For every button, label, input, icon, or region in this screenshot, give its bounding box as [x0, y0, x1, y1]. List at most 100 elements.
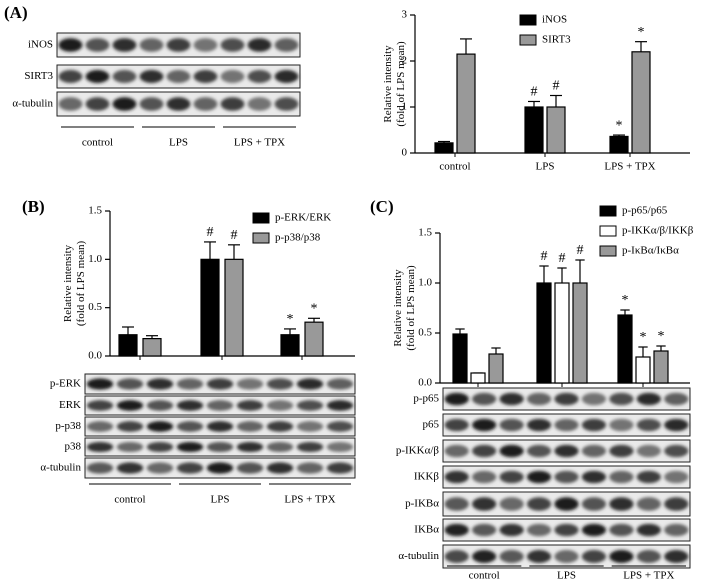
significance-mark: * — [287, 312, 294, 327]
blot-band — [554, 470, 579, 484]
blot-band — [326, 421, 354, 432]
x-tick-label: LPS + TPX — [604, 161, 655, 173]
blot-band — [274, 97, 299, 111]
group-label: control — [114, 494, 145, 506]
bar — [617, 314, 633, 384]
blot-band — [554, 418, 579, 432]
blot-band — [193, 38, 218, 52]
blot-band — [206, 421, 234, 432]
group-label: LPS — [557, 570, 576, 582]
blot-band — [526, 470, 552, 484]
blot-band — [609, 392, 634, 406]
blot-band — [526, 550, 552, 563]
blot-band — [499, 418, 524, 432]
bar — [434, 142, 454, 154]
blot-band — [472, 497, 497, 511]
blot-band — [86, 400, 114, 411]
blot-band — [581, 523, 607, 537]
blot-band — [266, 441, 294, 453]
blot-band — [472, 418, 497, 432]
blot-band — [85, 70, 110, 83]
bar — [224, 258, 244, 357]
legend-label: p-p65/p65 — [622, 205, 668, 217]
blot-band — [58, 38, 83, 52]
blot-row-label: p-IKBα — [405, 498, 439, 510]
blot-band — [664, 523, 689, 537]
blot-row-label: SIRT3 — [24, 70, 53, 82]
significance-mark: * — [640, 330, 647, 345]
legend-label: iNOS — [542, 14, 567, 26]
y-axis-label: Relative intensity(fold of LPS mean) — [62, 241, 87, 327]
panel-label: (C) — [370, 197, 394, 216]
blot-row-label: p38 — [65, 441, 82, 453]
bar — [488, 353, 504, 384]
blot-band — [274, 70, 299, 83]
blot-band — [206, 378, 234, 390]
bar — [470, 372, 486, 384]
legend-swatch — [252, 232, 270, 244]
blot-band — [609, 523, 634, 537]
blot-band — [499, 497, 524, 511]
bar — [635, 356, 651, 384]
blot-band — [499, 523, 524, 537]
blot-band — [444, 444, 469, 458]
blot-band — [326, 378, 354, 390]
group-label: LPS — [169, 137, 188, 149]
blot-band — [116, 421, 144, 432]
blot-band — [266, 462, 294, 474]
y-axis-label-line: (fold of LPS mean) — [75, 241, 87, 327]
blot-band — [116, 441, 144, 453]
blot-band — [176, 441, 204, 453]
group-label: control — [82, 137, 113, 149]
blot-band — [636, 497, 661, 511]
y-tick-label: 1.0 — [88, 253, 102, 265]
y-tick-label: 0.0 — [418, 377, 432, 389]
blot-band — [146, 400, 174, 411]
bar — [118, 334, 138, 357]
blot-band — [236, 441, 264, 453]
blot-band — [526, 392, 552, 406]
blot-band — [139, 70, 164, 83]
blot-band — [472, 550, 497, 563]
blot-band — [266, 400, 294, 411]
legend-swatch — [519, 14, 537, 26]
blot-band — [296, 421, 324, 432]
blot-band — [326, 441, 354, 453]
blot-band — [166, 70, 191, 83]
bar — [142, 338, 162, 357]
y-tick-label: 0.0 — [88, 350, 102, 362]
bar — [546, 106, 566, 154]
bar — [609, 135, 629, 154]
legend-swatch — [599, 205, 617, 217]
blot-band — [526, 418, 552, 432]
legend-label: SIRT3 — [542, 34, 571, 46]
blot-band — [581, 444, 607, 458]
y-tick-label: 1.5 — [88, 205, 102, 217]
group-label: LPS + TPX — [284, 494, 335, 506]
legend-label: p-IKKα/β/IKKβ — [622, 225, 694, 237]
blot-band — [146, 462, 174, 474]
blot-band — [296, 462, 324, 474]
bar — [524, 106, 544, 154]
legend-label: p-p38/p38 — [275, 232, 321, 244]
blot-band — [444, 392, 469, 406]
blot-band — [176, 421, 204, 432]
blot-band — [166, 38, 191, 52]
blot-band — [636, 444, 661, 458]
y-axis-label-line: Relative intensity — [392, 269, 404, 347]
blot-band — [176, 400, 204, 411]
blot-band — [581, 392, 607, 406]
significance-mark: * — [658, 329, 665, 344]
blot-band — [554, 392, 579, 406]
blot-band — [636, 392, 661, 406]
blot-band — [220, 97, 245, 111]
blot-band — [176, 462, 204, 474]
blot-band — [636, 418, 661, 432]
panel-label: (A) — [4, 3, 28, 22]
bar — [452, 333, 468, 384]
blot-row-label: p-ERK — [50, 378, 81, 390]
blot-band — [499, 444, 524, 458]
blot-band — [326, 400, 354, 411]
blot-row-label: α-tubulin — [12, 98, 53, 110]
